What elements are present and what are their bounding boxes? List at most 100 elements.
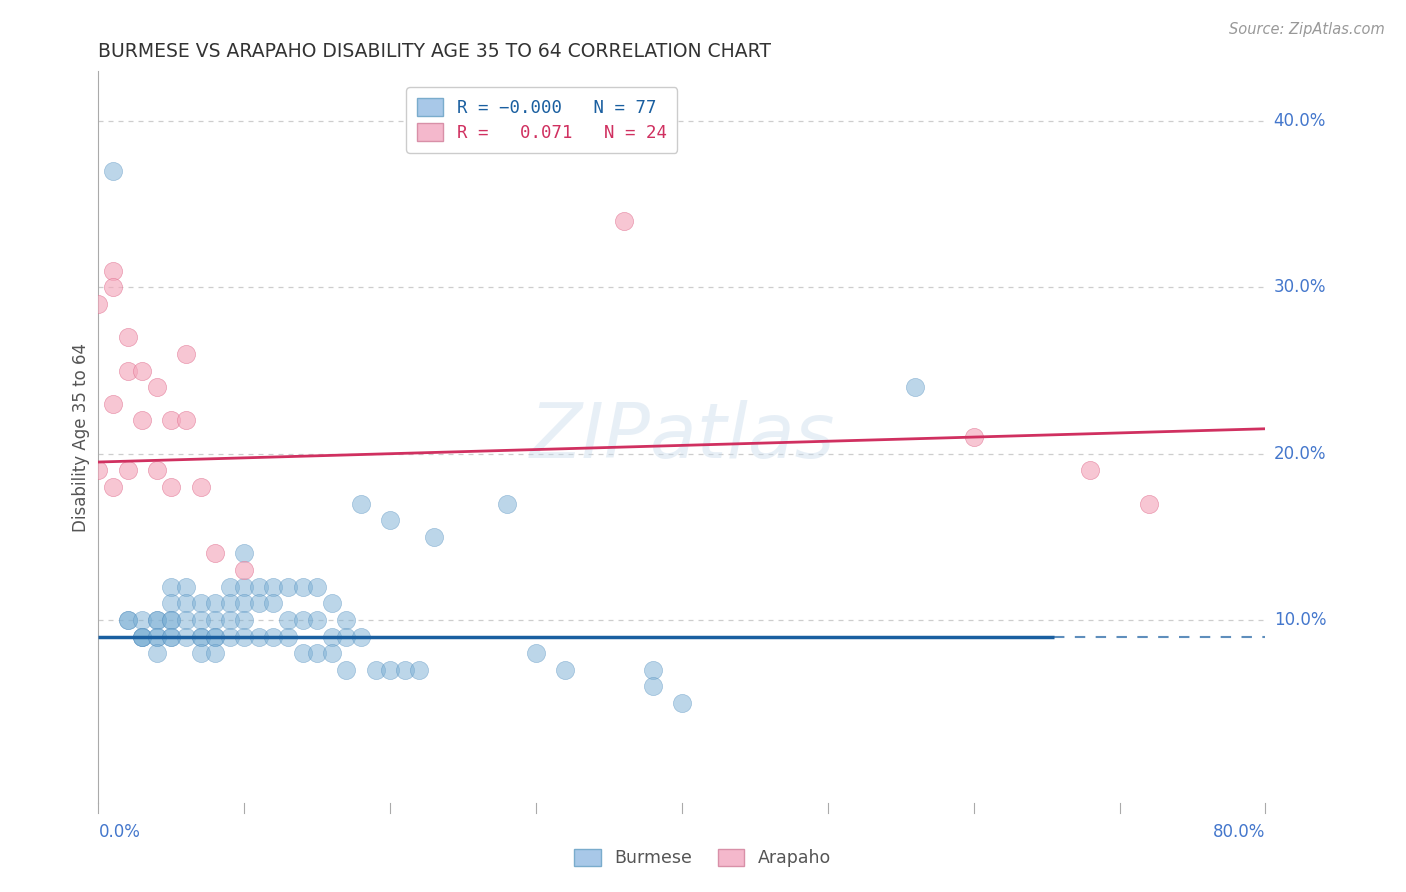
Point	[218, 596, 240, 610]
Point	[146, 463, 169, 477]
Point	[87, 297, 110, 311]
Point	[131, 413, 153, 427]
Text: ZIPatlas: ZIPatlas	[529, 401, 835, 474]
Point	[204, 546, 226, 560]
Point	[364, 663, 387, 677]
Text: 40.0%: 40.0%	[1274, 112, 1326, 130]
Point	[233, 563, 256, 577]
Point	[204, 630, 226, 644]
Point	[146, 630, 169, 644]
Point	[380, 663, 402, 677]
Point	[307, 580, 329, 594]
Point	[204, 630, 226, 644]
Point	[380, 513, 402, 527]
Point	[160, 480, 183, 494]
Point	[160, 630, 183, 644]
Point	[101, 280, 124, 294]
Point	[307, 646, 329, 660]
Point	[146, 613, 169, 627]
Point	[204, 596, 226, 610]
Point	[291, 646, 314, 660]
Point	[146, 380, 169, 394]
Point	[904, 380, 927, 394]
Point	[146, 646, 169, 660]
Point	[277, 613, 299, 627]
Point	[117, 613, 139, 627]
Point	[291, 580, 314, 594]
Point	[174, 613, 197, 627]
Point	[423, 530, 446, 544]
Point	[394, 663, 416, 677]
Point	[218, 630, 240, 644]
Point	[117, 330, 139, 344]
Point	[218, 613, 240, 627]
Point	[350, 630, 373, 644]
Point	[233, 596, 256, 610]
Point	[174, 630, 197, 644]
Point	[131, 613, 153, 627]
Point	[146, 613, 169, 627]
Text: 80.0%: 80.0%	[1213, 822, 1265, 841]
Point	[671, 696, 693, 710]
Point	[277, 630, 299, 644]
Point	[612, 214, 634, 228]
Text: BURMESE VS ARAPAHO DISABILITY AGE 35 TO 64 CORRELATION CHART: BURMESE VS ARAPAHO DISABILITY AGE 35 TO …	[98, 43, 772, 62]
Point	[160, 613, 183, 627]
Point	[321, 646, 343, 660]
Point	[101, 397, 124, 411]
Legend: R = −0.000   N = 77, R =   0.071   N = 24: R = −0.000 N = 77, R = 0.071 N = 24	[406, 87, 678, 153]
Point	[641, 680, 664, 694]
Point	[962, 430, 984, 444]
Point	[1080, 463, 1102, 477]
Point	[131, 630, 153, 644]
Point	[174, 580, 197, 594]
Point	[131, 363, 153, 377]
Point	[87, 463, 110, 477]
Text: 0.0%: 0.0%	[98, 822, 141, 841]
Point	[321, 630, 343, 644]
Point	[262, 596, 284, 610]
Point	[554, 663, 576, 677]
Point	[190, 596, 212, 610]
Point	[335, 613, 357, 627]
Text: 30.0%: 30.0%	[1274, 278, 1326, 296]
Point	[174, 596, 197, 610]
Point	[408, 663, 430, 677]
Point	[247, 580, 270, 594]
Point	[117, 463, 139, 477]
Point	[190, 630, 212, 644]
Point	[291, 613, 314, 627]
Point	[174, 347, 197, 361]
Point	[218, 580, 240, 594]
Point	[190, 646, 212, 660]
Point	[307, 613, 329, 627]
Point	[262, 630, 284, 644]
Point	[204, 613, 226, 627]
Point	[350, 497, 373, 511]
Point	[233, 613, 256, 627]
Point	[160, 596, 183, 610]
Point	[131, 630, 153, 644]
Point	[146, 630, 169, 644]
Point	[262, 580, 284, 594]
Point	[131, 630, 153, 644]
Point	[496, 497, 519, 511]
Y-axis label: Disability Age 35 to 64: Disability Age 35 to 64	[72, 343, 90, 532]
Point	[335, 663, 357, 677]
Point	[524, 646, 547, 660]
Point	[101, 164, 124, 178]
Point	[1137, 497, 1160, 511]
Point	[101, 480, 124, 494]
Text: Source: ZipAtlas.com: Source: ZipAtlas.com	[1229, 22, 1385, 37]
Point	[190, 480, 212, 494]
Point	[117, 613, 139, 627]
Point	[233, 630, 256, 644]
Point	[233, 580, 256, 594]
Point	[160, 413, 183, 427]
Point	[321, 596, 343, 610]
Point	[190, 613, 212, 627]
Point	[233, 546, 256, 560]
Point	[247, 596, 270, 610]
Point	[117, 363, 139, 377]
Legend: Burmese, Arapaho: Burmese, Arapaho	[568, 842, 838, 874]
